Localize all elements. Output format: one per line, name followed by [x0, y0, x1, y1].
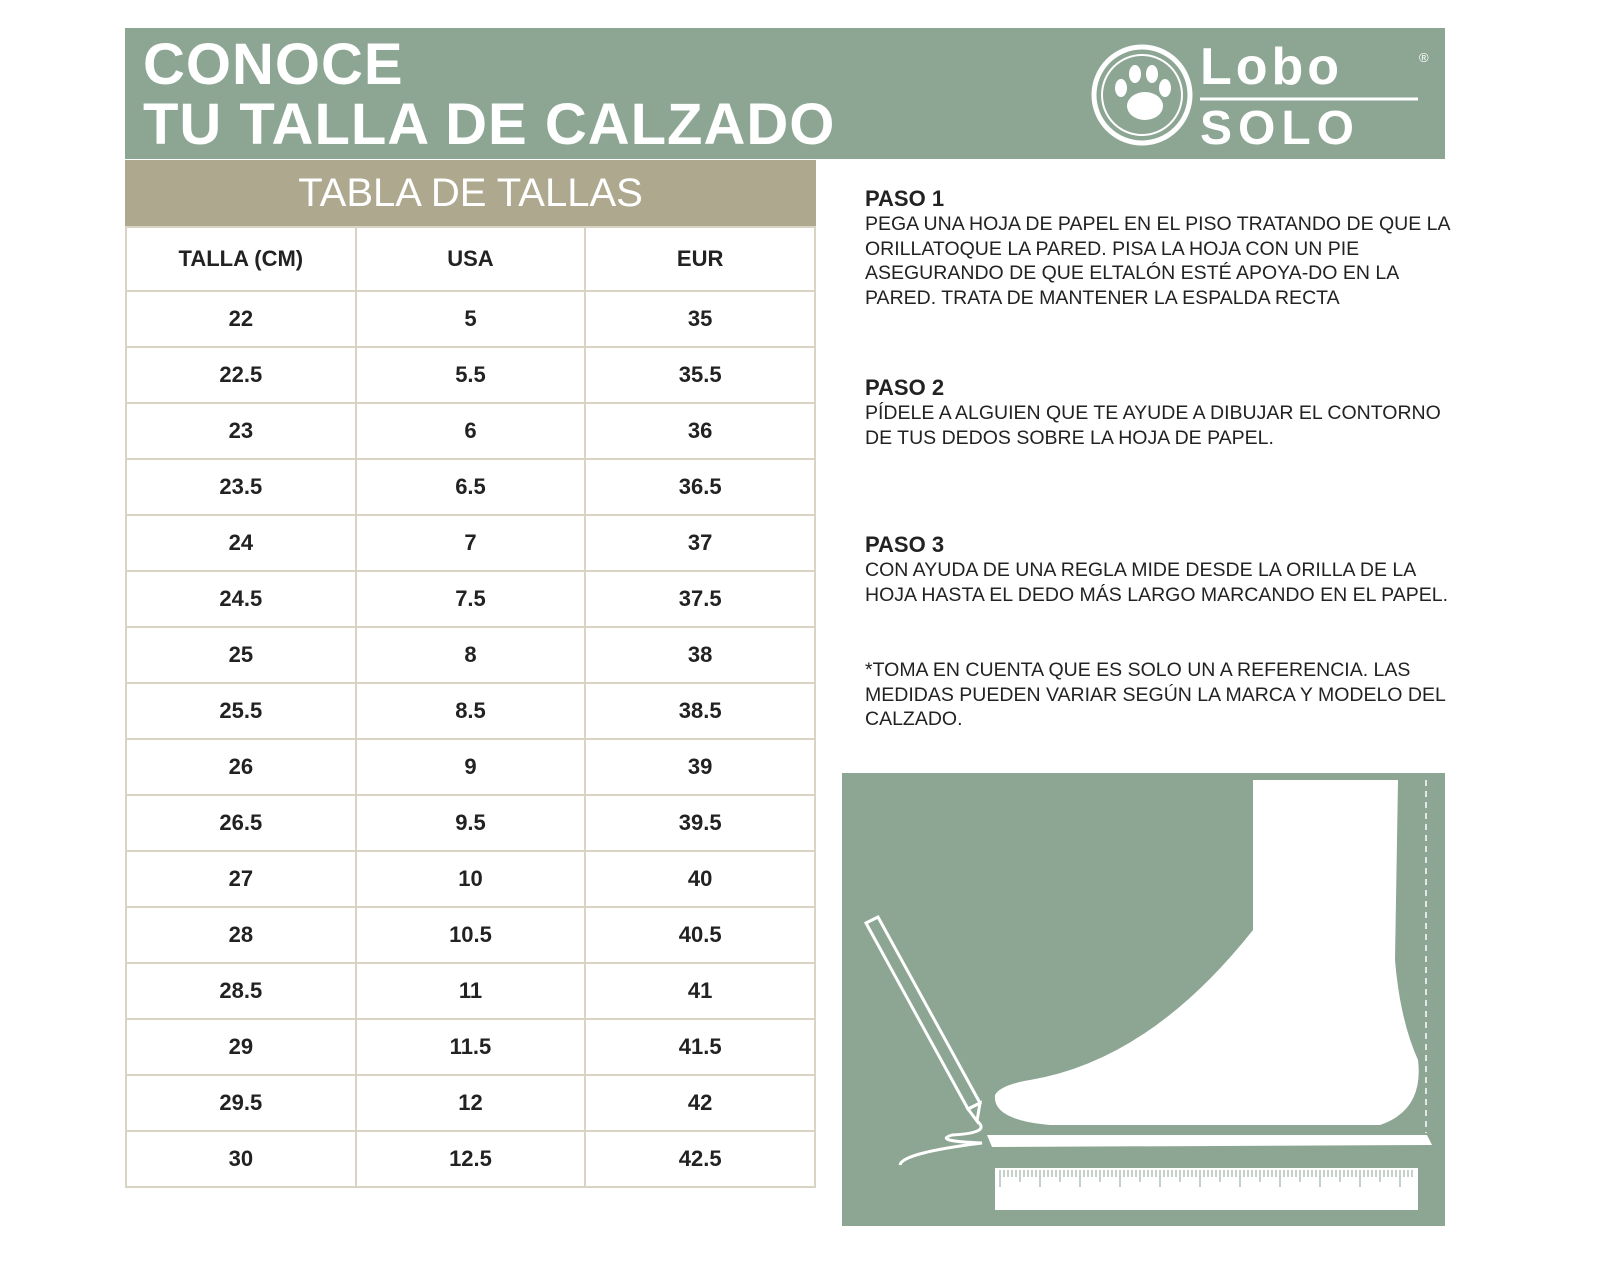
cell: 37.5 — [584, 570, 816, 628]
logo: Lobo SOLO ® — [1091, 38, 1429, 155]
cell: 10.5 — [354, 906, 587, 964]
cell: 23 — [125, 402, 357, 460]
step: PASO 1 PEGA UNA HOJA DE PAPEL EN EL PISO … — [865, 186, 1455, 310]
column-header: TALLA (CM) — [125, 226, 357, 292]
cell: 22.5 — [125, 346, 357, 404]
table-row: 28 10.5 40.5 — [125, 906, 816, 964]
illustration — [842, 773, 1445, 1226]
cell: 29.5 — [125, 1074, 357, 1132]
cell: 25.5 — [125, 682, 357, 740]
cell: 41.5 — [584, 1018, 816, 1076]
cell: 24.5 — [125, 570, 357, 628]
cell: 12.5 — [354, 1130, 587, 1188]
cell: 10 — [354, 850, 587, 908]
cell: 6 — [354, 402, 587, 460]
cell: 37 — [584, 514, 816, 572]
table-row: 23.5 6.5 36.5 — [125, 458, 816, 516]
step: PASO 3 CON AYUDA DE UNA REGLA MIDE DESDE … — [865, 532, 1455, 607]
cell: 22 — [125, 290, 357, 348]
header-row: TALLA (CM) USA EUR — [125, 226, 816, 292]
cell: 7.5 — [354, 570, 587, 628]
step-title: PASO 3 — [865, 532, 945, 557]
table-row: 29.5 12 42 — [125, 1074, 816, 1132]
cell: 9.5 — [354, 794, 587, 852]
title: TU TALLA DE CALZADO — [143, 92, 836, 157]
cell: 40.5 — [584, 906, 816, 964]
cell: 38.5 — [584, 682, 816, 740]
step-text: PÍDELE A ALGUIEN QUE TE AYUDE A DIBUJAR … — [865, 402, 1441, 449]
step: PASO 2 PÍDELE A ALGUIEN QUE TE AYUDE A DI… — [865, 375, 1455, 450]
cell: 42.5 — [584, 1130, 816, 1188]
cell: 11.5 — [354, 1018, 587, 1076]
cell: 24 — [125, 514, 357, 572]
cell: 40 — [584, 850, 816, 908]
cell: 39.5 — [584, 794, 816, 852]
cell: 7 — [354, 514, 587, 572]
title: CONOCE — [143, 32, 404, 97]
cell: 9 — [354, 738, 587, 796]
cell: 5 — [354, 290, 587, 348]
note-text: *TOMA EN CUENTA QUE ES SOLO UN A REFEREN… — [865, 659, 1446, 730]
cell: 39 — [584, 738, 816, 796]
column-header: USA — [354, 226, 587, 292]
table-row: 22 5 35 — [125, 290, 816, 348]
cell: 26 — [125, 738, 357, 796]
cell: 29 — [125, 1018, 357, 1076]
cell: 35.5 — [584, 346, 816, 404]
cell: 27 — [125, 850, 357, 908]
table-row: 24 7 37 — [125, 514, 816, 572]
cell: 23.5 — [125, 458, 357, 516]
table-title: TABLA DE TALLAS — [125, 160, 816, 226]
cell: 8.5 — [354, 682, 587, 740]
cell: 11 — [354, 962, 587, 1020]
table-row: 29 11.5 41.5 — [125, 1018, 816, 1076]
logo-text: SOLO — [1200, 102, 1360, 155]
cell: 12 — [354, 1074, 587, 1132]
step-text: PEGA UNA HOJA DE PAPEL EN EL PISO TRATAN… — [865, 213, 1450, 309]
table-row: 26 9 39 — [125, 738, 816, 796]
column-header: EUR — [584, 226, 816, 292]
logo-text: Lobo — [1200, 38, 1343, 96]
cell: 5.5 — [354, 346, 587, 404]
cell: 42 — [584, 1074, 816, 1132]
table-row: 25 8 38 — [125, 626, 816, 684]
header: CONOCE TU TALLA DE CALZADO Lobo SOLO ® — [125, 28, 1445, 159]
step-title: PASO 1 — [865, 186, 945, 211]
cell: 30 — [125, 1130, 357, 1188]
size-table: TALLA (CM) USA EUR 22 5 35 22.5 5.5 35.5 23 6 36 23.… — [125, 226, 816, 1188]
cell: 28 — [125, 906, 357, 964]
table-row: 26.5 9.5 39.5 — [125, 794, 816, 852]
logo-mark: ® — [1419, 50, 1429, 65]
table-row: 24.5 7.5 37.5 — [125, 570, 816, 628]
cell: 41 — [584, 962, 816, 1020]
cell: 38 — [584, 626, 816, 684]
step-text: CON AYUDA DE UNA REGLA MIDE DESDE LA ORI… — [865, 559, 1448, 606]
cell: 28.5 — [125, 962, 357, 1020]
table-row: 27 10 40 — [125, 850, 816, 908]
cell: 36.5 — [584, 458, 816, 516]
table-row: 23 6 36 — [125, 402, 816, 460]
table-row: 25.5 8.5 38.5 — [125, 682, 816, 740]
table-row: 22.5 5.5 35.5 — [125, 346, 816, 404]
cell: 8 — [354, 626, 587, 684]
step-title: PASO 2 — [865, 375, 945, 400]
cell: 26.5 — [125, 794, 357, 852]
table-row: 28.5 11 41 — [125, 962, 816, 1020]
note: *TOMA EN CUENTA QUE ES SOLO UN A REFEREN… — [865, 658, 1455, 732]
cell: 36 — [584, 402, 816, 460]
cell: 35 — [584, 290, 816, 348]
cell: 6.5 — [354, 458, 587, 516]
table-row: 30 12.5 42.5 — [125, 1130, 816, 1188]
cell: 25 — [125, 626, 357, 684]
